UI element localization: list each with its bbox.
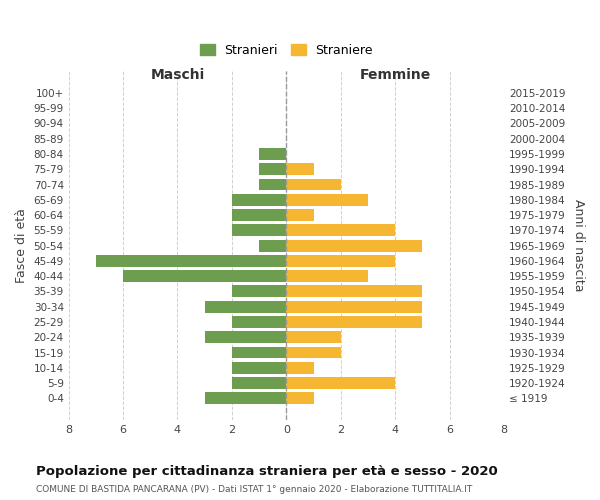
Bar xyxy=(232,286,286,298)
Bar xyxy=(286,377,395,389)
Bar xyxy=(123,270,286,282)
Bar xyxy=(232,209,286,221)
Y-axis label: Fasce di età: Fasce di età xyxy=(15,208,28,283)
Bar xyxy=(232,194,286,206)
Text: Maschi: Maschi xyxy=(151,68,205,82)
Bar xyxy=(259,178,286,190)
Bar xyxy=(205,332,286,343)
Bar xyxy=(205,300,286,312)
Bar xyxy=(286,286,422,298)
Bar xyxy=(232,362,286,374)
Bar xyxy=(286,255,395,267)
Y-axis label: Anni di nascita: Anni di nascita xyxy=(572,200,585,292)
Bar xyxy=(286,270,368,282)
Bar xyxy=(286,392,314,404)
Bar xyxy=(286,346,341,358)
Bar xyxy=(286,224,395,236)
Bar xyxy=(286,178,341,190)
Bar xyxy=(286,164,314,175)
Bar xyxy=(259,148,286,160)
Bar xyxy=(205,392,286,404)
Bar xyxy=(286,209,314,221)
Bar xyxy=(259,164,286,175)
Text: Femmine: Femmine xyxy=(359,68,431,82)
Bar xyxy=(286,332,341,343)
Bar xyxy=(286,316,422,328)
Text: Popolazione per cittadinanza straniera per età e sesso - 2020: Popolazione per cittadinanza straniera p… xyxy=(36,465,498,478)
Bar xyxy=(96,255,286,267)
Bar xyxy=(232,224,286,236)
Bar xyxy=(232,316,286,328)
Legend: Stranieri, Straniere: Stranieri, Straniere xyxy=(194,39,378,62)
Text: COMUNE DI BASTIDA PANCARANA (PV) - Dati ISTAT 1° gennaio 2020 - Elaborazione TUT: COMUNE DI BASTIDA PANCARANA (PV) - Dati … xyxy=(36,485,472,494)
Bar xyxy=(232,377,286,389)
Bar xyxy=(232,346,286,358)
Bar xyxy=(286,194,368,206)
Bar xyxy=(286,240,422,252)
Bar xyxy=(259,240,286,252)
Bar xyxy=(286,362,314,374)
Bar xyxy=(286,300,422,312)
